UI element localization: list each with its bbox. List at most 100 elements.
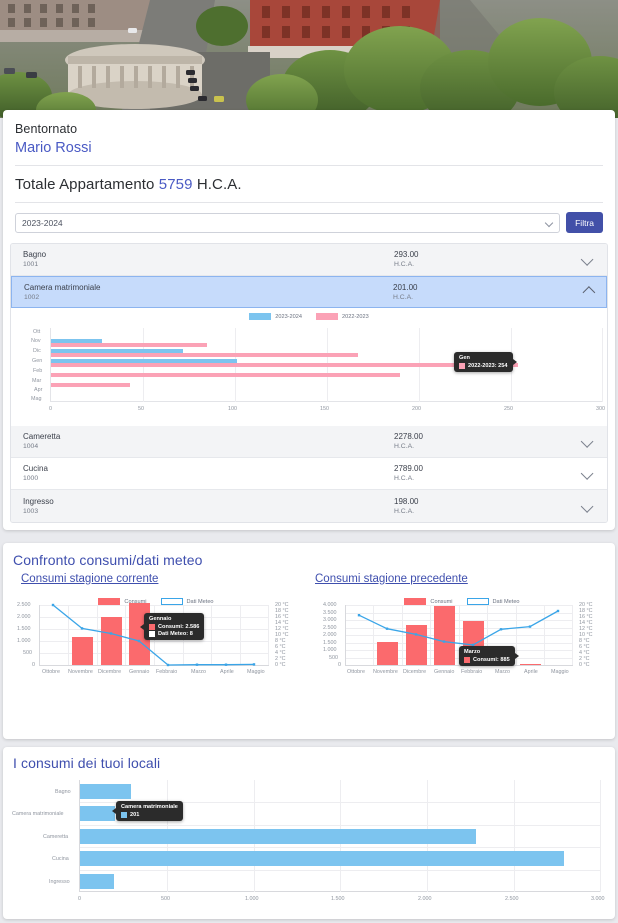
room-value: 2278.00 — [394, 432, 423, 441]
bar-consumi-novembre[interactable] — [377, 642, 398, 665]
bar-2022-2023-feb[interactable] — [51, 373, 400, 377]
y2-tick-label: 2 °C — [579, 656, 590, 662]
bar-2022-2023-dic[interactable] — [51, 353, 358, 357]
room-name: Cameretta — [23, 432, 61, 441]
legend-item-consumi[interactable]: Consumi — [98, 598, 147, 605]
bar-consumi-novembre[interactable] — [72, 637, 93, 665]
x-tick-label: Aprile — [524, 669, 538, 675]
bar-consumi-aprile[interactable] — [520, 664, 541, 665]
bar-2022-2023-gen[interactable] — [51, 363, 518, 367]
room-value: 198.00 — [394, 496, 419, 506]
x-tick-label: 50 — [138, 406, 144, 412]
y-tick-label: 2.000 — [17, 614, 31, 620]
legend-item-2023-2024[interactable]: 2023-2024 — [249, 313, 302, 320]
bar-cameretta[interactable] — [80, 829, 476, 844]
tooltip-caret — [140, 623, 144, 630]
room-name: Cucina — [23, 464, 48, 473]
y-tick-label: Dic — [33, 348, 41, 354]
room-row-cameretta[interactable]: Cameretta 1004 2278.00 H.C.A. — [11, 426, 607, 458]
plot-area: Ott Nov Dic Gen Feb Mar Apr Mag 0 50 100… — [31, 328, 605, 412]
y-tick-label: Apr — [34, 387, 43, 393]
y-tick-label: 500 — [329, 654, 338, 661]
y-tick-label: Feb — [33, 368, 43, 374]
plot-area: 2.500 2.000 1.500 1.000 500 0 20 °C 18 °… — [17, 602, 289, 675]
chevron-up-icon[interactable] — [582, 285, 596, 299]
y-tick-label: Mar — [32, 378, 42, 384]
tooltip-swatch — [149, 624, 155, 630]
bar-cucina[interactable] — [80, 851, 564, 866]
season-select-value: 2023-2024 — [22, 217, 63, 228]
x-tick-label: 150 — [320, 406, 329, 412]
tooltip-swatch — [459, 363, 465, 369]
chart-tooltip: Gennaio Consumi: 2.586 Dati Meteo: 8 — [140, 613, 205, 640]
x-tick-label: Marzo — [191, 669, 206, 675]
y2-tick-label: 12 °C — [579, 626, 593, 632]
y-tick-label: 2.500 — [323, 624, 337, 631]
filtra-button[interactable]: Filtra — [566, 212, 603, 233]
current-season-title[interactable]: Consumi stagione corrente — [21, 573, 159, 585]
meteo-line-chart — [357, 609, 560, 647]
legend-swatch-pink — [316, 313, 338, 320]
bar-2022-2023-nov[interactable] — [51, 343, 207, 347]
total-apartment-line: Totale Appartamento 5759 H.C.A. — [3, 166, 615, 193]
chevron-down-icon — [544, 218, 554, 227]
tooltip-value: Consumi: 885 — [473, 657, 510, 663]
bar-consumi-gennaio[interactable] — [434, 606, 455, 665]
user-name: Mario Rossi — [15, 140, 92, 156]
y-tick-label: 1.500 — [17, 626, 31, 632]
legend-swatch-blue — [249, 313, 272, 320]
legend-swatch-meteo — [466, 598, 489, 605]
y-tick-label: Camera matrimoniale — [12, 811, 64, 817]
x-tick-label: Gennaio — [434, 669, 455, 675]
tooltip-swatch — [149, 631, 155, 637]
bar-camera-matrimoniale[interactable] — [80, 806, 115, 821]
x-tick-label: 1.000 — [245, 896, 259, 902]
bar-2023-2024-gen[interactable] — [51, 359, 237, 363]
legend-item-dati-meteo[interactable]: Dati Meteo — [466, 598, 520, 605]
legend-label: Consumi — [430, 598, 453, 605]
y-tick-label: Gen — [32, 358, 43, 364]
tooltip-swatch — [121, 812, 127, 818]
y2-tick-label: 8 °C — [579, 638, 590, 644]
x-tick-label: Febbraio — [461, 669, 483, 675]
chart-tooltip: Marzo Consumi: 885 — [459, 646, 519, 666]
y2-tick-label: 0 °C — [275, 662, 286, 668]
x-tick-label: 100 — [228, 406, 237, 412]
tooltip-row: 2022-2023: 254 — [459, 363, 508, 369]
bar-ingresso[interactable] — [80, 874, 114, 889]
x-tick-label: 2.500 — [505, 896, 519, 902]
bar-consumi-dicembre[interactable] — [101, 617, 122, 665]
y2-tick-label: 18 °C — [275, 608, 289, 614]
room-name: Camera matrimoniale — [24, 282, 101, 292]
room-value: 293.00 — [394, 250, 419, 259]
y-tick-label: Ott — [33, 329, 41, 335]
legend-item-dati-meteo[interactable]: Dati Meteo — [160, 598, 214, 605]
bar-consumi-dicembre[interactable] — [406, 624, 427, 665]
room-unit: H.C.A. — [394, 261, 415, 268]
y2-tick-label: 20 °C — [275, 602, 289, 608]
y2-tick-label: 12 °C — [275, 626, 289, 632]
room-row-cucina[interactable]: Cucina 1000 2789.00 H.C.A. — [11, 458, 607, 490]
y-tick-label: 3.000 — [323, 617, 337, 623]
tooltip-value: Consumi: 2.586 — [158, 624, 200, 630]
y-tick-label: 1.500 — [323, 639, 337, 646]
room-row-camera-matrimoniale[interactable]: Camera matrimoniale 1002 201.00 H.C.A. — [11, 276, 607, 308]
tooltip-row: 201 — [121, 812, 178, 818]
rooms-consumption-panel: I consumi dei tuoi locali Bagno Camera m… — [3, 747, 615, 919]
bar-bagno[interactable] — [80, 784, 131, 799]
bar-2022-2023-mar[interactable] — [51, 383, 130, 387]
room-code: 1002 — [24, 293, 40, 301]
tooltip-title: Camera matrimoniale — [121, 804, 178, 810]
y2-tick-label: 4 °C — [579, 650, 590, 656]
previous-season-title[interactable]: Consumi stagione precedente — [315, 573, 468, 585]
legend-item-consumi[interactable]: Consumi — [404, 598, 453, 605]
season-select[interactable]: 2023-2024 — [15, 212, 561, 233]
room-unit: H.C.A. — [394, 443, 415, 450]
bar-2023-2024-nov[interactable] — [51, 339, 102, 343]
bar-2023-2024-dic[interactable] — [51, 349, 183, 353]
room-name: Bagno — [23, 250, 47, 259]
room-row-ingresso[interactable]: Ingresso 1003 198.00 H.C.A. — [11, 490, 607, 522]
legend-item-2022-2023[interactable]: 2022-2023 — [316, 313, 369, 320]
room-row-bagno[interactable]: Bagno 1001 293.00 H.C.A. — [11, 244, 607, 276]
room-unit: H.C.A. — [394, 507, 415, 515]
